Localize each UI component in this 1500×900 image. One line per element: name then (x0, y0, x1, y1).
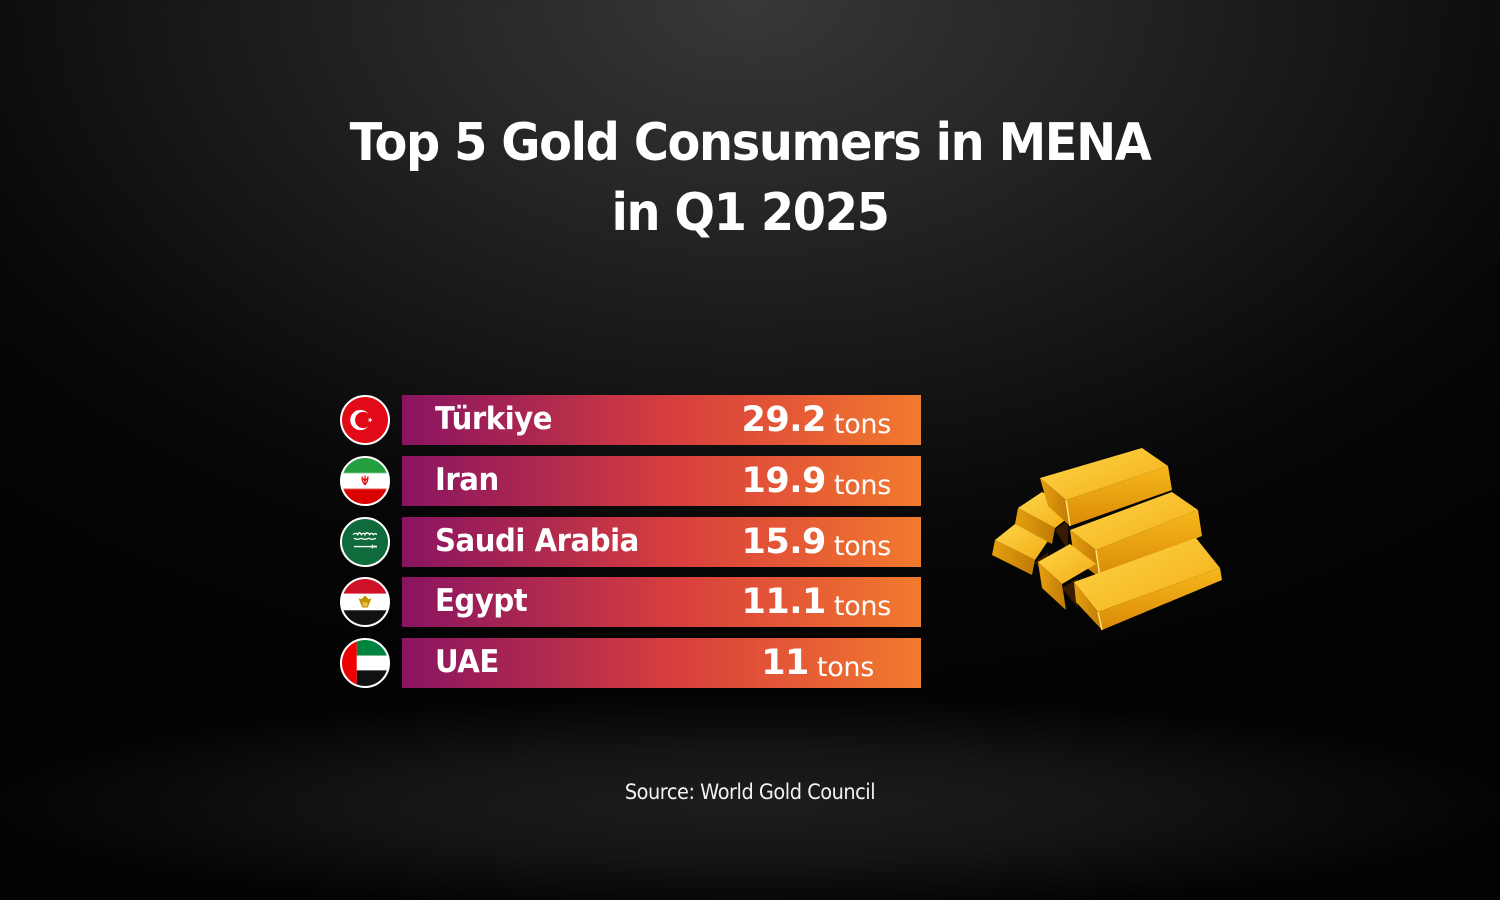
ranking-row-uae: UAE 11 tons (338, 637, 922, 689)
source-note: Source: World Gold Council (624, 780, 876, 804)
value-unit: tons (833, 409, 891, 440)
value-group: 11 tons (761, 638, 874, 688)
value-number: 19.9 (741, 460, 827, 501)
value-number: 11 (761, 643, 809, 683)
value-group: 11.1 tons (741, 577, 892, 627)
value-group: 15.9 tons (741, 517, 892, 567)
ranking-row-iran: Iran 19.9 tons (338, 455, 922, 507)
value-bar: UAE 11 tons (402, 638, 921, 688)
country-label: UAE (435, 644, 499, 680)
turkey-flag-icon (340, 395, 390, 445)
ranking-row-egypt: Egypt 11.1 tons (338, 576, 922, 628)
ranking-list: Türkiye 29.2 tons Iran 19.9 tons (338, 394, 922, 698)
value-unit: tons (816, 652, 874, 683)
value-group: 19.9 tons (741, 456, 892, 506)
ranking-row-saudi-arabia: Saudi Arabia 15.9 tons (338, 516, 922, 568)
value-number: 11.1 (741, 582, 827, 623)
value-unit: tons (833, 530, 891, 562)
chart-title-line-1: Top 5 Gold Consumers in MENA (349, 113, 1152, 173)
value-group: 29.2 tons (741, 395, 892, 445)
ranking-row-turkiye: Türkiye 29.2 tons (338, 394, 922, 446)
value-bar: Egypt 11.1 tons (402, 577, 921, 628)
value-number: 29.2 (741, 400, 827, 440)
iran-flag-icon (340, 455, 390, 506)
value-bar: Iran 19.9 tons (402, 455, 921, 506)
value-number: 15.9 (741, 521, 827, 562)
chart-title-line-2: in Q1 2025 (611, 183, 889, 243)
value-unit: tons (833, 591, 891, 623)
country-label: Saudi Arabia (435, 522, 639, 559)
country-label: Iran (435, 461, 499, 498)
value-unit: tons (833, 469, 891, 501)
gold-bars-icon (990, 440, 1230, 635)
uae-flag-icon (340, 638, 390, 688)
value-bar: Saudi Arabia 15.9 tons (402, 516, 921, 567)
value-bar: Türkiye 29.2 tons (402, 395, 921, 445)
chart-title: Top 5 Gold Consumers in MENA in Q1 2025 (60, 108, 1440, 248)
country-label: Türkiye (435, 401, 553, 437)
egypt-flag-icon (340, 577, 390, 628)
saudi-arabia-flag-icon (340, 516, 390, 567)
country-label: Egypt (435, 583, 528, 620)
